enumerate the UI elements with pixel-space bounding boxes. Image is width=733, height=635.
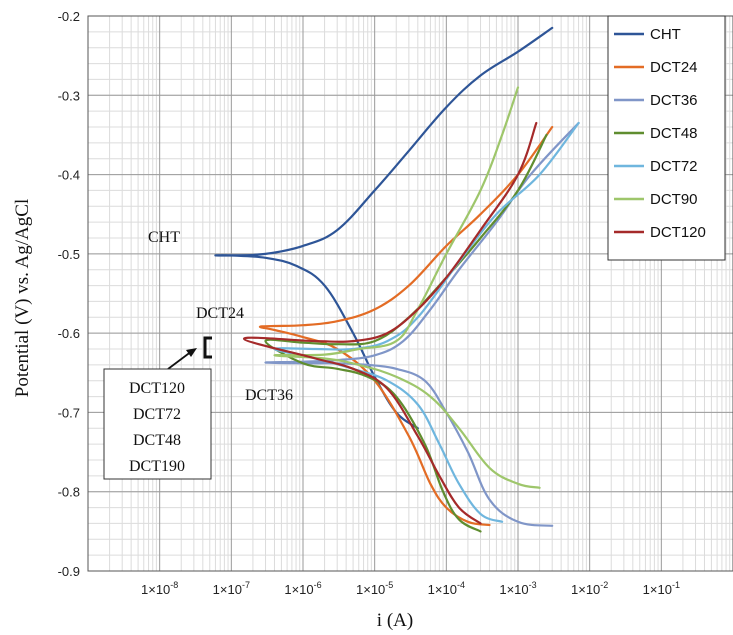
x-tick-labels: 1×10-8 1×10-7 1×10-6 1×10-5 1×10-4 1×10-3 1×10… — [141, 580, 680, 597]
legend-label: DCT120 — [650, 224, 706, 241]
legend-item: DCT72 — [614, 158, 698, 175]
legend-label: CHT — [650, 26, 681, 43]
series-line-dct90 — [273, 86, 541, 489]
series-line-cht — [214, 26, 554, 430]
legend-item: DCT120 — [614, 224, 706, 241]
y-tick-label: -0.6 — [58, 326, 80, 341]
x-tick-label: 1×10-1 — [643, 580, 680, 597]
legend-items: CHT DCT24 DCT36 DCT48 DCT72 DCT90 DCT120 — [614, 26, 706, 241]
y-tick-label: -0.8 — [58, 485, 80, 500]
annotation-group-box: DCT120 DCT72 DCT48 DCT190 — [103, 368, 212, 480]
series-line-dct36 — [264, 121, 580, 527]
bracket-icon — [203, 336, 212, 359]
legend-label: DCT72 — [650, 158, 698, 175]
y-axis-title: Potential (V) vs. Ag/AgCl — [12, 199, 33, 397]
legend: CHT DCT24 DCT36 DCT48 DCT72 DCT90 DCT120 — [607, 15, 726, 261]
x-tick-label: 1×10-8 — [141, 580, 178, 597]
series-line-dct120 — [242, 121, 538, 525]
y-tick-label: -0.4 — [58, 168, 80, 183]
y-tick-label: -0.9 — [58, 564, 80, 579]
annotation-dct36: DCT36 — [245, 387, 293, 404]
group-box-item: DCT72 — [133, 406, 181, 423]
y-tick-label: -0.5 — [58, 247, 80, 262]
x-tick-label: 1×10-5 — [356, 580, 393, 597]
legend-item: DCT48 — [614, 125, 698, 142]
group-box-item: DCT48 — [133, 432, 181, 449]
y-tick-label: -0.7 — [58, 405, 80, 420]
legend-label: DCT90 — [650, 191, 698, 208]
legend-item: DCT90 — [614, 191, 698, 208]
legend-label: DCT36 — [650, 92, 698, 109]
legend-label: DCT24 — [650, 59, 698, 76]
annotation-arrow — [167, 350, 193, 370]
x-axis-title: i (A) — [377, 610, 413, 631]
group-box-item: DCT120 — [129, 380, 185, 397]
group-box-item: DCT190 — [129, 458, 185, 475]
y-tick-label: -0.2 — [58, 9, 80, 24]
legend-box — [607, 15, 726, 261]
y-tick-labels: -0.2 -0.3 -0.4 -0.5 -0.6 -0.7 -0.8 -0.9 — [58, 9, 80, 579]
series-layer — [214, 26, 580, 533]
legend-item: CHT — [614, 26, 681, 43]
series-line-dct24 — [258, 125, 554, 527]
legend-item: DCT36 — [614, 92, 698, 109]
annotation-cht: CHT — [148, 229, 180, 246]
arrow-head-icon — [186, 348, 197, 357]
x-tick-label: 1×10-6 — [284, 580, 321, 597]
legend-item: DCT24 — [614, 59, 698, 76]
legend-label: DCT48 — [650, 125, 698, 142]
x-tick-label: 1×10-4 — [428, 580, 465, 597]
y-tick-label: -0.3 — [58, 88, 80, 103]
plot-frame — [87, 15, 733, 572]
x-tick-label: 1×10-3 — [499, 580, 536, 597]
x-tick-label: 1×10-2 — [571, 580, 608, 597]
annotation-dct24: DCT24 — [196, 305, 244, 322]
x-tick-label: 1×10-7 — [213, 580, 250, 597]
